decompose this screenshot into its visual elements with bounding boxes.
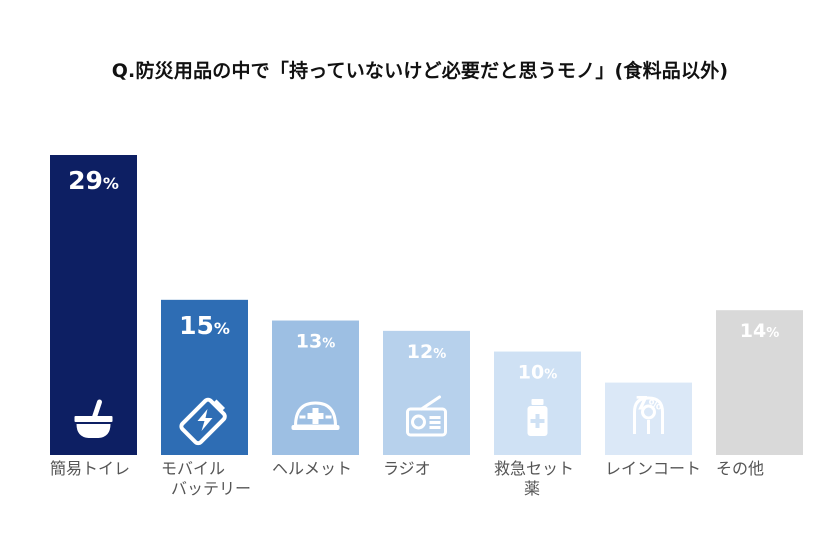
- category-label: 救急セット薬: [494, 459, 574, 498]
- data-label: 12%: [407, 341, 446, 363]
- data-label: 15%: [179, 311, 230, 340]
- bar-group: 10% 救急セット薬: [494, 351, 581, 498]
- category-label: その他: [716, 459, 764, 478]
- medicine-icon: [527, 399, 548, 436]
- bar-group: 13% ヘルメット: [272, 320, 359, 478]
- bar-group: 14% その他: [716, 310, 803, 478]
- category-label: レインコート: [605, 459, 701, 478]
- bar: [50, 155, 137, 455]
- bar: [716, 310, 803, 455]
- chart-title: Q.防災用品の中で「持っていないけど必要だと思うモノ」(食料品以外): [111, 60, 729, 82]
- bar: [161, 299, 248, 455]
- battery-icon: [179, 397, 227, 446]
- data-label: 14%: [740, 320, 779, 342]
- toilet-icon: [74, 399, 113, 438]
- raincoat-icon: [633, 396, 664, 434]
- bar-group: 15% モバイルバッテリー: [161, 299, 251, 498]
- bar-group: 7%レインコート: [605, 382, 701, 478]
- helmet-icon: [291, 401, 340, 430]
- data-label: 10%: [518, 362, 557, 384]
- category-label: モバイルバッテリー: [161, 459, 251, 498]
- bar: [272, 320, 359, 455]
- data-label: 29%: [68, 166, 119, 195]
- bar-group: 12% ラジオ: [383, 330, 470, 478]
- data-label: 13%: [296, 331, 335, 353]
- category-label: ヘルメット: [272, 459, 352, 478]
- category-label: 簡易トイレ: [50, 459, 130, 478]
- bar-group: 29% 簡易トイレ: [50, 155, 137, 478]
- category-label: ラジオ: [383, 459, 431, 478]
- radio-icon: [406, 395, 447, 437]
